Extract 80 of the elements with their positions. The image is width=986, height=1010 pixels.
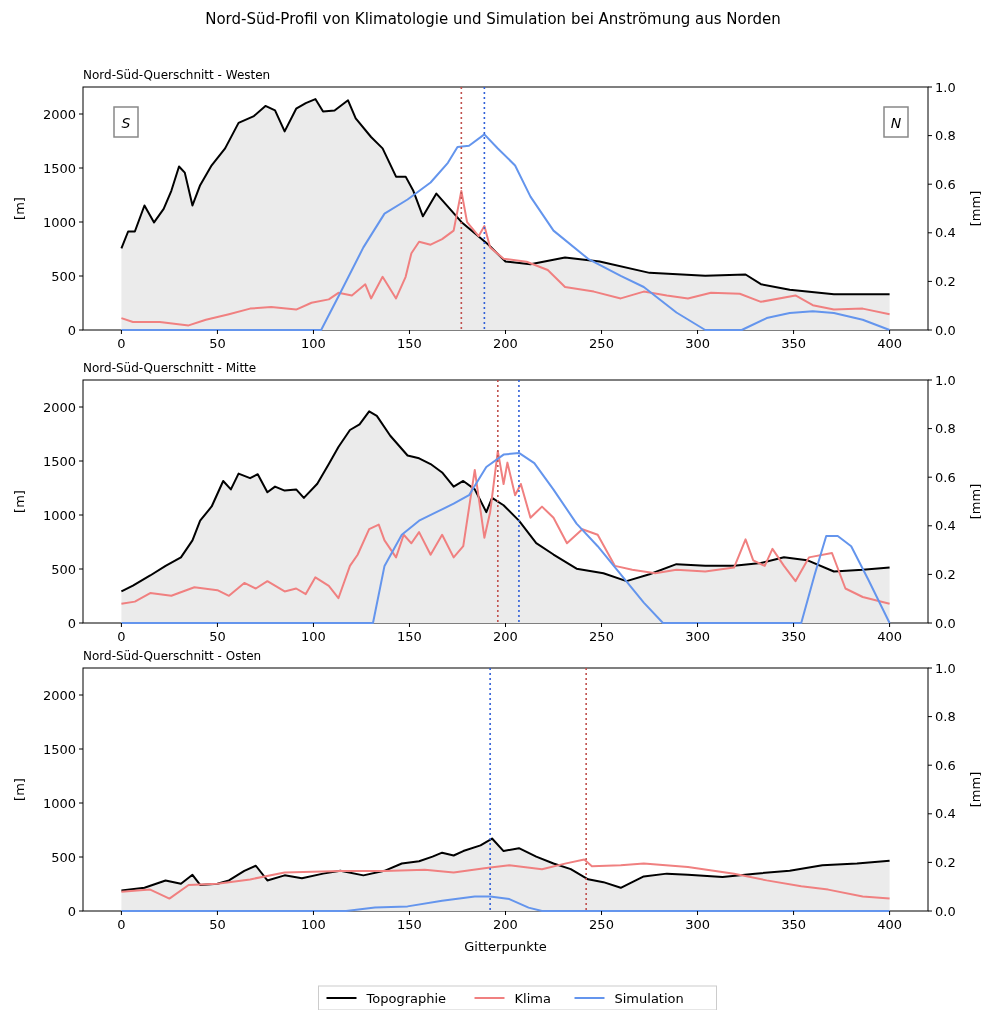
- y2-tick-label: 0.0: [935, 615, 956, 631]
- x-tick-label: 50: [209, 629, 226, 644]
- y2-axis-title: [mm]: [968, 190, 983, 227]
- chart-subtitle: Nord-Süd-Querschnitt - Westen: [83, 68, 271, 82]
- x-tick-label: 50: [209, 336, 226, 351]
- x-tick-label: 300: [685, 629, 710, 644]
- y2-tick-label: 0.4: [935, 806, 956, 822]
- x-tick-label: 300: [685, 917, 710, 932]
- x-tick-label: 400: [877, 917, 902, 932]
- chart-subtitle: Nord-Süd-Querschnitt - Mitte: [83, 361, 257, 375]
- y2-tick-label: 0.4: [935, 518, 956, 534]
- annotation: N: [890, 115, 902, 131]
- y2-axis-title: [mm]: [968, 483, 983, 520]
- legend-label: Topographie: [365, 991, 447, 1006]
- y-tick-label: 0: [67, 615, 76, 631]
- y-tick-label: 1500: [42, 453, 76, 469]
- x-tick-label: 250: [589, 917, 614, 932]
- y-tick-label: 1500: [42, 741, 76, 757]
- y2-tick-label: 0.0: [935, 903, 956, 919]
- y-tick-label: 1000: [42, 795, 76, 811]
- x-tick-label: 200: [493, 629, 518, 644]
- x-tick-label: 0: [117, 336, 126, 351]
- x-tick-label: 0: [117, 917, 126, 932]
- y2-tick-label: 0.4: [935, 225, 956, 241]
- y-tick-label: 2000: [42, 687, 76, 703]
- y-axis-title: [m]: [12, 778, 27, 801]
- y-tick-label: 500: [51, 268, 76, 284]
- x-tick-label: 400: [877, 336, 902, 351]
- x-axis-title: Gitterpunkte: [464, 939, 547, 954]
- y2-tick-label: 1.0: [935, 79, 956, 95]
- x-tick-label: 350: [781, 629, 806, 644]
- x-tick-label: 250: [589, 336, 614, 351]
- y2-tick-label: 0.8: [935, 709, 956, 725]
- x-tick-label: 150: [397, 336, 422, 351]
- y-tick-label: 0: [67, 903, 76, 919]
- y2-tick-label: 0.8: [935, 421, 956, 437]
- y2-axis-title: [mm]: [968, 771, 983, 808]
- x-tick-label: 400: [877, 629, 902, 644]
- line-series: [120, 858, 891, 900]
- x-tick-label: 350: [781, 336, 806, 351]
- legend-label: Klima: [514, 991, 551, 1006]
- x-tick-label: 200: [493, 336, 518, 351]
- line-series: [120, 133, 891, 331]
- line-series: [120, 190, 891, 327]
- y-tick-label: 2000: [42, 399, 76, 415]
- annotation: S: [121, 115, 131, 131]
- y2-tick-label: 0.2: [935, 273, 956, 289]
- x-tick-label: 100: [301, 917, 326, 932]
- y-tick-label: 0: [67, 322, 76, 338]
- y2-tick-label: 0.8: [935, 128, 956, 144]
- y2-tick-label: 0.0: [935, 322, 956, 338]
- x-tick-label: 100: [301, 629, 326, 644]
- line-series: [120, 895, 891, 912]
- x-tick-label: 200: [493, 917, 518, 932]
- y2-tick-label: 0.2: [935, 854, 956, 870]
- x-tick-label: 150: [397, 629, 422, 644]
- chart-subtitle: Nord-Süd-Querschnitt - Osten: [83, 649, 262, 663]
- x-tick-label: 250: [589, 629, 614, 644]
- legend-label: Simulation: [614, 991, 684, 1006]
- y2-tick-label: 0.6: [935, 757, 956, 773]
- y2-tick-label: 0.6: [935, 469, 956, 485]
- x-tick-label: 350: [781, 917, 806, 932]
- x-tick-label: 0: [117, 629, 126, 644]
- y-axis-title: [m]: [12, 197, 27, 220]
- y-axis-title: [m]: [12, 490, 27, 513]
- chart-title: Nord-Süd-Profil von Klimatologie und Simulation bei Anströmung aus Norden: [205, 10, 781, 28]
- y-tick-label: 500: [51, 849, 76, 865]
- y-tick-label: 1500: [42, 160, 76, 176]
- x-tick-label: 150: [397, 917, 422, 932]
- y-tick-label: 500: [51, 561, 76, 577]
- x-tick-label: 50: [209, 917, 226, 932]
- y2-tick-label: 1.0: [935, 372, 956, 388]
- x-tick-label: 100: [301, 336, 326, 351]
- y-tick-label: 1000: [42, 214, 76, 230]
- y2-tick-label: 0.6: [935, 176, 956, 192]
- y-tick-label: 1000: [42, 507, 76, 523]
- x-tick-label: 300: [685, 336, 710, 351]
- y2-tick-label: 1.0: [935, 660, 956, 676]
- y2-tick-label: 0.2: [935, 566, 956, 582]
- y-tick-label: 2000: [42, 106, 76, 122]
